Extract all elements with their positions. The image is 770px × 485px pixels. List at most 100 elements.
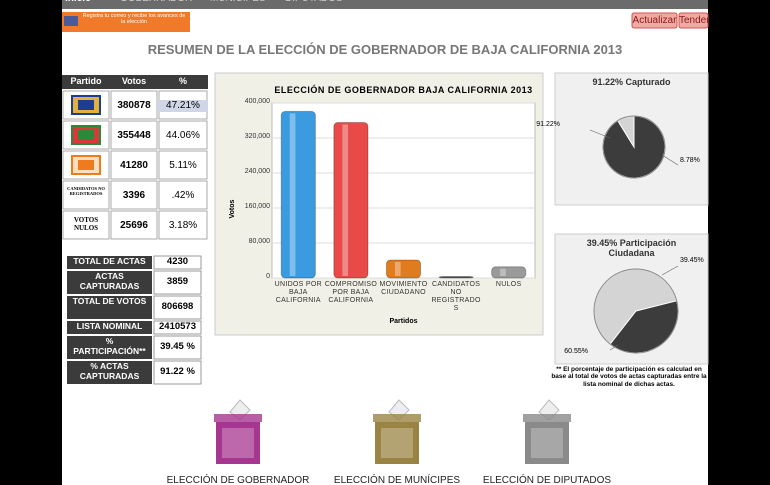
percent: 3.18% xyxy=(168,220,198,231)
votes: 3396 xyxy=(122,190,146,201)
table-cell xyxy=(158,180,208,210)
leader-line xyxy=(609,344,619,351)
ballot-box-top xyxy=(523,414,571,422)
ballot-box-top xyxy=(373,414,421,422)
percent: 5.11% xyxy=(169,160,197,171)
button-label[interactable]: Actualizar xyxy=(632,15,677,26)
summary-value: 39.45 % xyxy=(160,340,195,352)
pie-title: 91.22% Capturado xyxy=(592,77,671,87)
pie-label: 8.78% xyxy=(680,157,700,164)
summary-label-cell xyxy=(67,296,152,319)
ballot-box-top xyxy=(214,414,262,422)
table-cell xyxy=(158,120,208,150)
summary-label-cell xyxy=(67,361,152,384)
bar xyxy=(333,121,369,279)
summary-label-cell xyxy=(67,336,152,359)
votes: 355448 xyxy=(117,130,151,141)
table-cell xyxy=(110,120,158,150)
summary-label: TOTAL DE VOTOS xyxy=(72,296,147,306)
y-axis-label: Votos xyxy=(228,199,236,219)
table-cell xyxy=(110,180,158,210)
party-name: VOTOS NULOS xyxy=(73,216,99,233)
button-label[interactable]: Tenden xyxy=(679,15,708,26)
table-cell xyxy=(110,210,158,240)
ballot-box-front xyxy=(222,428,254,458)
party-logo xyxy=(78,130,94,140)
x-tick-label: UNIDOS POR BAJA CALIFORNIA xyxy=(274,281,322,305)
pie-outline xyxy=(602,115,666,179)
percent: 47.21% xyxy=(158,100,208,112)
x-tick-label: NULOS xyxy=(495,281,522,288)
y-tick-label: 240,000 xyxy=(244,168,270,175)
summary-value-cell xyxy=(153,295,202,320)
summary-value: 91.22 % xyxy=(160,365,195,377)
x-tick-label: COMPROMISO POR BAJA CALIFORNIA xyxy=(324,281,378,305)
bar-highlight xyxy=(342,124,349,276)
leader-line xyxy=(661,265,679,276)
bar-highlight xyxy=(500,268,506,276)
nav-item[interactable]: GOBERNADOR xyxy=(120,0,192,5)
x-tick-label: MOVIMIENTO CIUDADANO xyxy=(379,281,428,297)
banner-text[interactable]: Registra tu correo y recibe los avances … xyxy=(82,13,186,26)
party-logo xyxy=(78,100,94,110)
bar xyxy=(280,110,316,279)
bar-highlight xyxy=(394,261,401,276)
x-axis-label: Partidos xyxy=(389,318,418,325)
summary-label-cell xyxy=(67,271,152,294)
pie-title: 39.45% Participación Ciudadana xyxy=(586,238,677,259)
bar xyxy=(385,259,422,279)
votes: 380878 xyxy=(117,100,151,111)
party-logo xyxy=(78,160,94,170)
summary-value-cell xyxy=(153,255,202,270)
summary-label: ACTAS CAPTURADAS xyxy=(79,271,140,291)
summary-value: 806698 xyxy=(161,300,194,312)
summary-label-cell xyxy=(67,256,152,269)
party-name: CANDIDATOS NO REGISTRADOS xyxy=(67,186,105,197)
table-cell xyxy=(158,210,208,240)
leader-line xyxy=(661,154,679,166)
ballot-box-front xyxy=(531,428,563,458)
y-tick-label: 320,000 xyxy=(244,133,270,140)
summary-value-cell xyxy=(153,335,202,360)
pie-outline xyxy=(593,268,679,354)
banner xyxy=(62,12,190,32)
ballot-box xyxy=(375,422,419,464)
results-header xyxy=(62,75,208,89)
table-cell xyxy=(62,210,110,240)
table-header: % xyxy=(178,76,187,86)
votes: 41280 xyxy=(120,160,148,171)
table-header: Partido xyxy=(70,76,102,86)
nav-bar xyxy=(62,0,708,9)
summary-label: TOTAL DE ACTAS xyxy=(73,256,146,266)
summary-value-cell xyxy=(153,270,202,295)
summary-value-cell xyxy=(153,320,202,335)
ballot-box xyxy=(216,422,260,464)
ballot-label[interactable]: ELECCIÓN DE DIPUTADOS xyxy=(482,475,612,485)
summary-label: LISTA NOMINAL xyxy=(76,321,143,331)
summary-value: 4230 xyxy=(166,255,189,267)
leader-line xyxy=(589,129,611,139)
ballot-label[interactable]: ELECCIÓN DE MUNÍCIPES xyxy=(333,475,461,485)
pie-label: 39.45% xyxy=(680,257,704,264)
y-tick-label: 0 xyxy=(266,273,270,280)
nav-item[interactable]: MUNÍCIPES xyxy=(210,0,266,5)
bar xyxy=(491,266,527,279)
percent: .42% xyxy=(171,190,195,201)
button xyxy=(678,12,709,29)
pie-label: 60.55% xyxy=(564,348,588,355)
page-title: RESUMEN DE LA ELECCIÓN DE GOBERNADOR DE … xyxy=(147,42,623,57)
nav-item[interactable]: DIPUTADOS xyxy=(285,0,343,5)
summary-value: 2410573 xyxy=(159,320,196,332)
summary-label-cell xyxy=(67,321,152,334)
button xyxy=(631,12,678,29)
votes: 25696 xyxy=(120,220,148,231)
summary-label: % ACTAS CAPTURADAS xyxy=(79,361,140,381)
ballot-box-front xyxy=(381,428,413,458)
plot-area xyxy=(271,102,536,279)
ballot-label[interactable]: ELECCIÓN DE GOBERNADOR xyxy=(166,475,310,485)
nav-item[interactable]: Inicio xyxy=(65,0,91,5)
y-tick-label: 400,000 xyxy=(244,98,270,105)
summary-value-cell xyxy=(153,360,202,385)
